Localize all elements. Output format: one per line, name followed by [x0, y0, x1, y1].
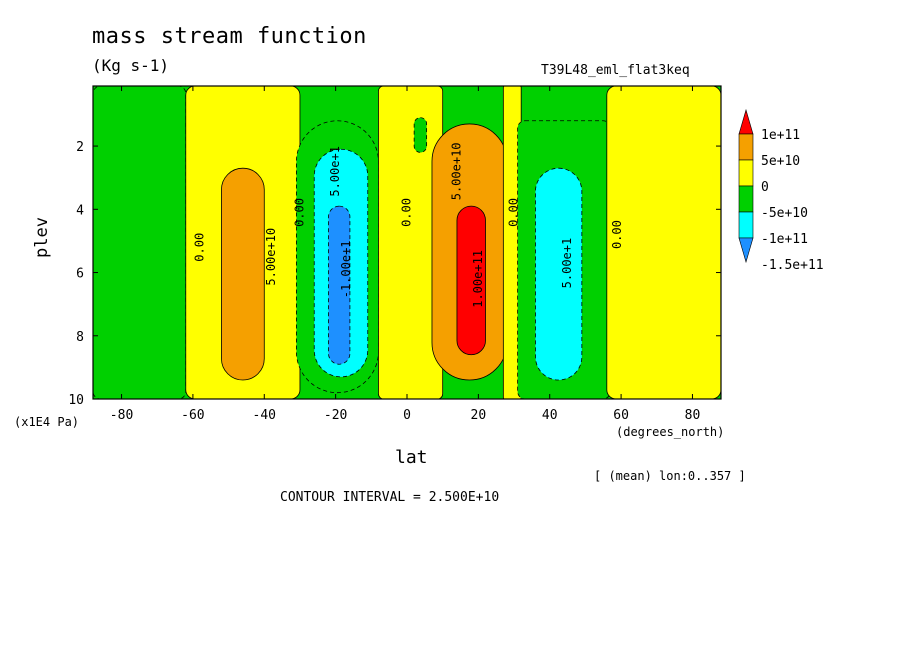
chart-title: mass stream function	[92, 24, 367, 49]
contour-labels: 5.00e+10 5.00e+1 -1.00e+1 5.00e+10 1.00e+11 5…	[193, 142, 624, 307]
colorbar-swatch-2	[738, 159, 754, 187]
colorbar-top-arrow	[738, 108, 754, 135]
colorbar-swatch-3	[738, 185, 754, 213]
contour-region-5	[328, 205, 351, 365]
contour-region-2	[221, 167, 265, 381]
contour-label-2: -1.00e+1	[339, 240, 353, 298]
colorbar-swatch-4	[738, 211, 754, 239]
filled-contours	[93, 86, 721, 399]
x-axis-label: lat	[395, 447, 428, 468]
contour-region-0	[93, 86, 187, 399]
y-axis-unit: (x1E4 Pa)	[14, 415, 80, 429]
contour-label-7: 0.00	[292, 198, 306, 227]
contour-interval: CONTOUR INTERVAL = 2.500E+10	[280, 490, 500, 505]
contour-label-5: 5.00e+1	[560, 238, 574, 289]
contour-label-6: 0.00	[193, 233, 207, 262]
x-tick-label: 40	[542, 408, 558, 423]
axes: -80 -60 -40 -20 0 20 40 60 80 2 4 6 8 10	[68, 86, 721, 423]
contour-label-3: 5.00e+10	[449, 142, 463, 200]
contour-label-0: 5.00e+10	[264, 228, 278, 286]
contour-region-9	[456, 205, 486, 356]
x-tick-label: 0	[403, 408, 411, 423]
colorbar-label: -1e+11	[761, 232, 808, 247]
colorbar-label: 1e+11	[761, 128, 800, 143]
colorbar-label: 0	[761, 180, 769, 195]
averaging-subtitle: [ (mean) lon:0..357 ]	[594, 469, 746, 483]
y-tick-label: 8	[76, 330, 84, 345]
colorbar-label: 5e+10	[761, 154, 800, 169]
y-tick-label: 2	[76, 140, 84, 155]
contour-region-7	[413, 117, 428, 153]
contour-region-12	[535, 167, 583, 381]
x-axis-unit: (degrees_north)	[616, 425, 725, 439]
colorbar-bottom-arrow	[738, 237, 754, 264]
x-tick-label: 80	[685, 408, 701, 423]
chart-units: (Kg s-1)	[92, 56, 170, 75]
contour-label-10: 0.00	[610, 220, 624, 249]
colorbar-label: -1.5e+11	[761, 258, 824, 273]
x-tick-label: 60	[613, 408, 629, 423]
x-tick-label: 20	[471, 408, 487, 423]
y-tick-label: 4	[76, 203, 84, 218]
colorbar-swatch-1	[738, 133, 754, 161]
contour-label-9: 0.00	[507, 198, 521, 227]
x-tick-label: -40	[253, 408, 276, 423]
contour-label-8: 0.00	[400, 198, 414, 227]
contour-label-4: 1.00e+11	[471, 250, 485, 308]
y-tick-label: 10	[68, 393, 84, 408]
contour-label-1: 5.00e+1	[328, 146, 342, 197]
x-tick-label: -20	[324, 408, 347, 423]
colorbar-label: -5e+10	[761, 206, 808, 221]
y-tick-label: 6	[76, 267, 84, 282]
colorbar: 1e+11 5e+10 0 -5e+10 -1e+11 -1.5e+11	[738, 108, 824, 273]
x-tick-label: -60	[181, 408, 204, 423]
run-name: T39L48_eml_flat3keq	[541, 63, 690, 78]
x-tick-label: -80	[110, 408, 133, 423]
